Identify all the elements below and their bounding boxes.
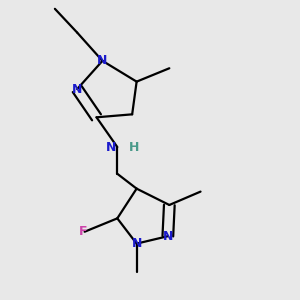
Text: N: N xyxy=(97,54,108,67)
Text: N: N xyxy=(131,237,142,250)
Text: N: N xyxy=(106,140,116,154)
Text: N: N xyxy=(163,230,173,243)
Text: N: N xyxy=(72,82,83,96)
Text: H: H xyxy=(129,140,140,154)
Text: F: F xyxy=(79,225,87,238)
